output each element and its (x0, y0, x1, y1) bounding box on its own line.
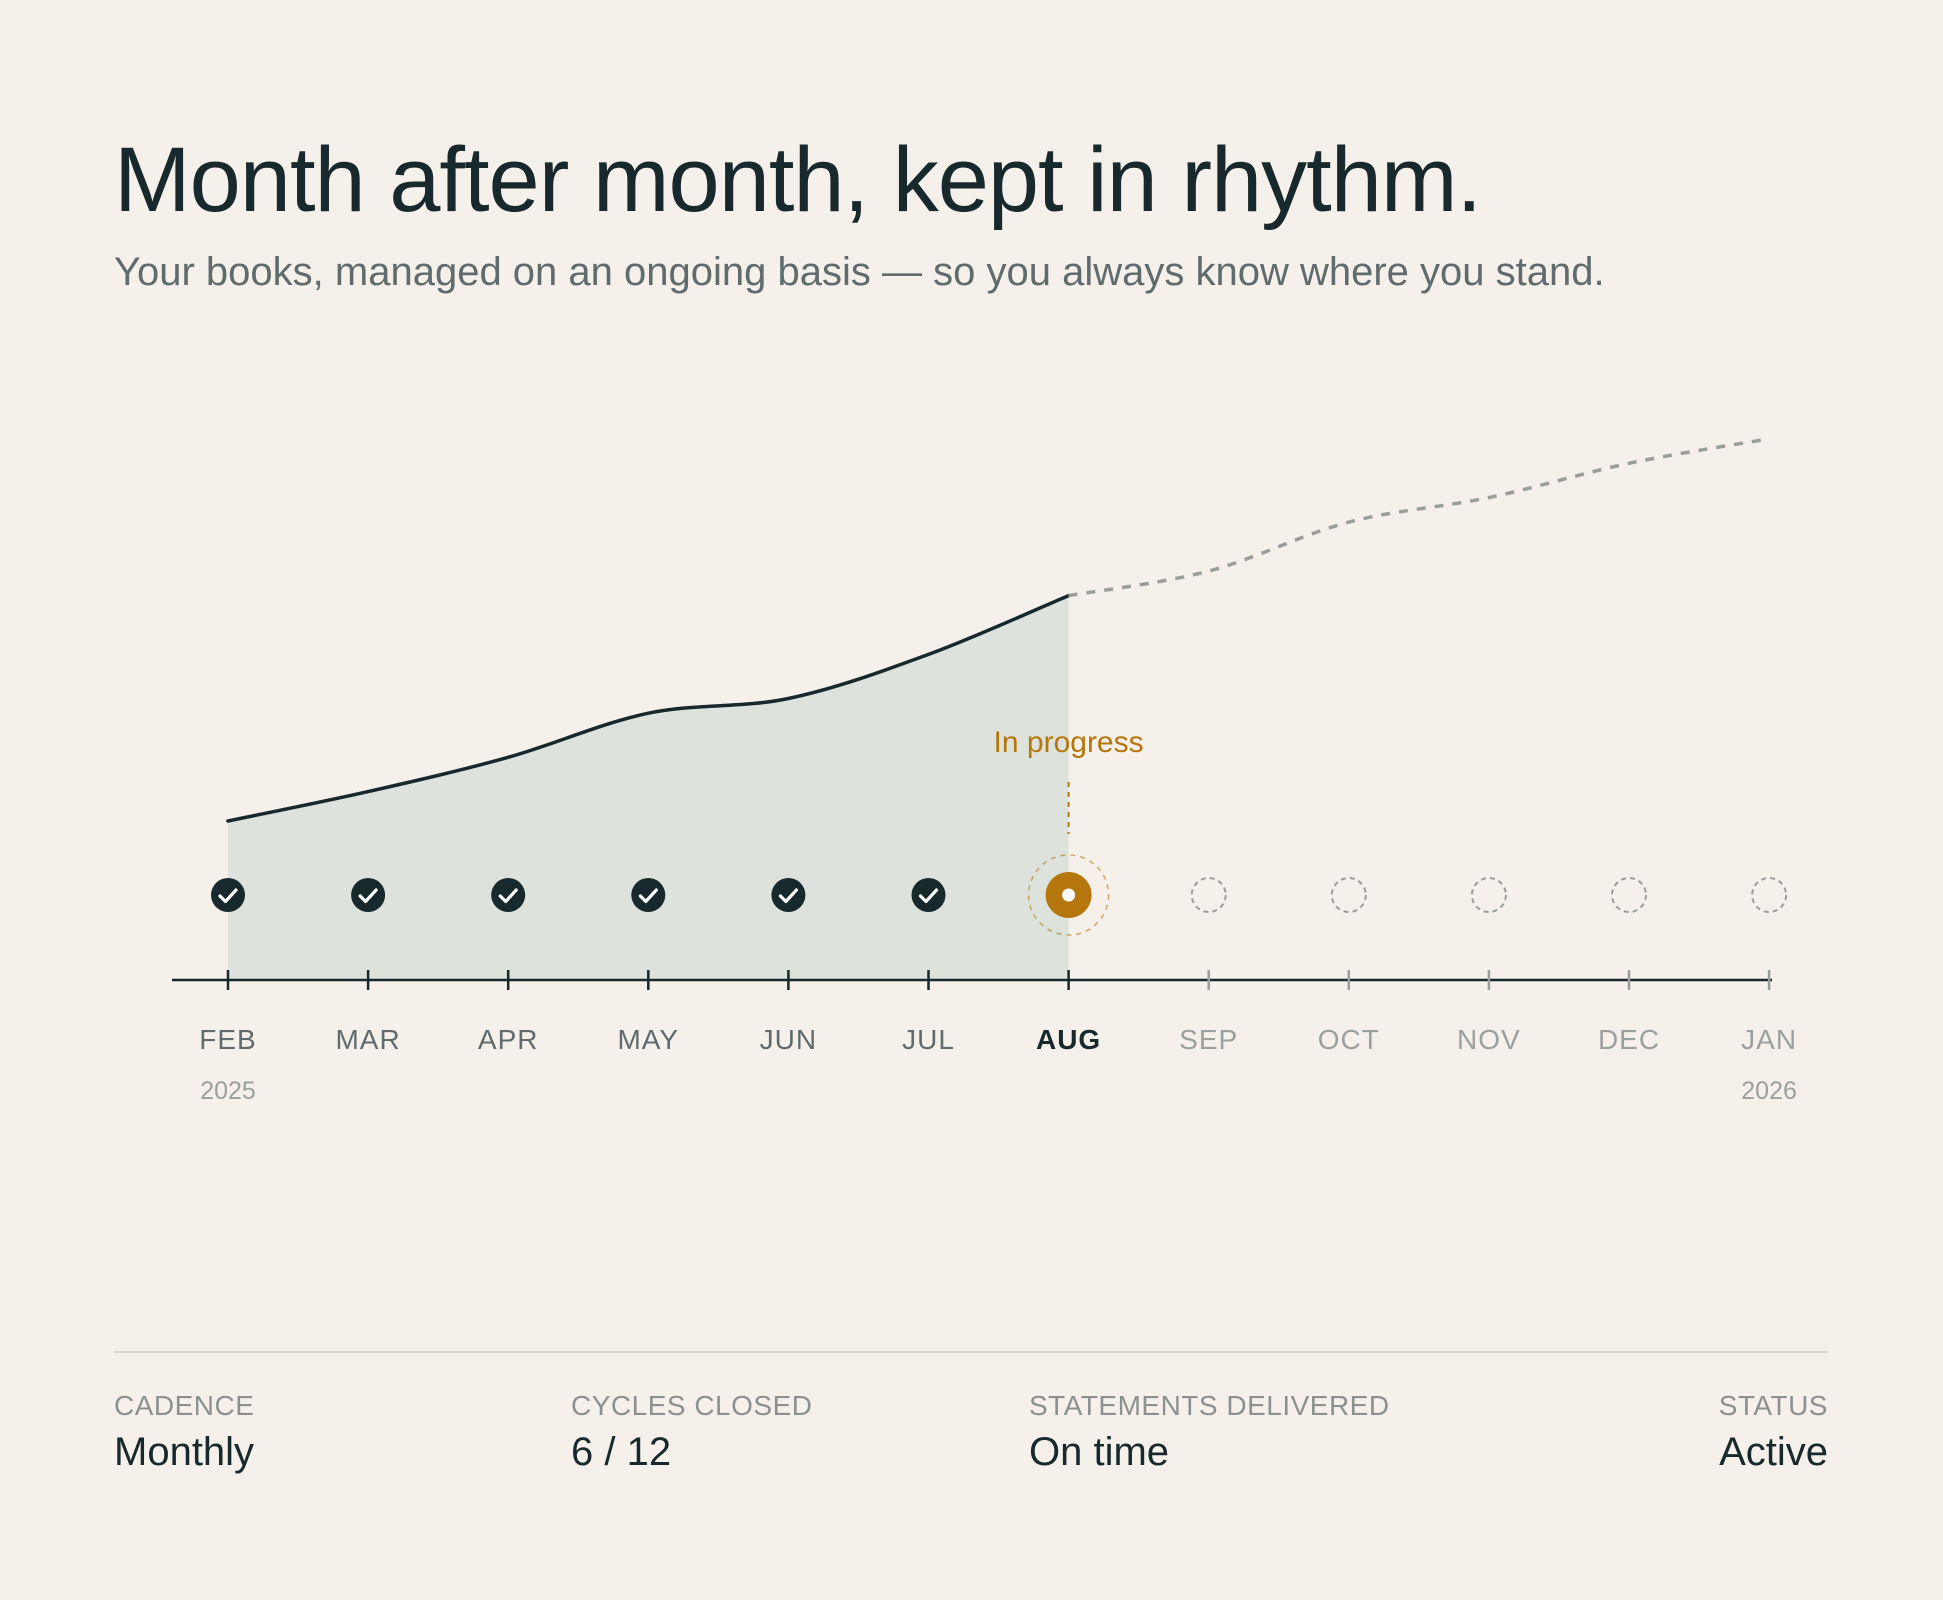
month-label-aug: AUG (1036, 1024, 1101, 1055)
stat-cycles-closed-label: CYCLES CLOSED (571, 1390, 813, 1421)
check-circle-icon (911, 878, 946, 912)
checkmark-icon (638, 888, 658, 904)
month-label-jul: JUL (902, 1024, 955, 1055)
check-circle-icon (771, 878, 806, 912)
checkmark-icon (498, 888, 518, 904)
stat-status: STATUS Active (1719, 1390, 1828, 1475)
actual-line (226, 593, 1071, 823)
check-circle-icon (491, 878, 526, 912)
month-label-oct: OCT (1318, 1024, 1380, 1055)
checkmark-icon (778, 888, 798, 904)
dashed-circle-icon (1470, 877, 1507, 913)
check-circle-icon (211, 878, 245, 912)
checkmark-icon (358, 888, 378, 904)
stats-divider (114, 1351, 1828, 1353)
page-subtitle: Your books, managed on an ongoing basis … (114, 250, 1605, 294)
stat-statements-delivered-value: On time (1029, 1430, 1170, 1474)
year-label-start: 2025 (200, 1077, 256, 1105)
check-circle-icon (631, 878, 666, 912)
checkmark-icon (218, 888, 238, 904)
page-title: Month after month, kept in rhythm. (114, 129, 1482, 231)
monthly-progress-chart: In progress FEB MAR APR MAY JUN JUL AUG SEP OCT NO… (172, 437, 1797, 1105)
month-label-mar: MAR (335, 1024, 400, 1055)
actual-area (228, 595, 1069, 980)
month-label-jun: JUN (760, 1024, 817, 1055)
stat-cadence: CADENCE Monthly (114, 1390, 254, 1475)
month-label-jan: JAN (1741, 1024, 1797, 1055)
in-progress-label: In progress (994, 726, 1144, 759)
month-label-feb: FEB (199, 1024, 256, 1055)
check-circle-icon (351, 878, 386, 912)
in-progress-dot-center (1062, 888, 1076, 902)
stat-status-label: STATUS (1718, 1390, 1828, 1421)
month-label-apr: APR (478, 1024, 539, 1055)
projected-line (1068, 437, 1770, 598)
checkmark-icon (918, 888, 939, 904)
in-progress-halo (1027, 854, 1110, 936)
month-label-sep: SEP (1179, 1024, 1238, 1055)
dashed-circle-icon (1751, 877, 1788, 913)
stat-cycles-closed: CYCLES CLOSED 6 / 12 (571, 1390, 812, 1475)
stat-statements-delivered-label: STATEMENTS DELIVERED (1029, 1390, 1390, 1421)
dashed-circle-icon (1190, 877, 1227, 913)
month-label-nov: NOV (1457, 1024, 1521, 1055)
month-label-may: MAY (617, 1024, 679, 1055)
dashed-circle-icon (1611, 877, 1647, 913)
stat-cadence-label: CADENCE (114, 1390, 255, 1421)
year-label-end: 2026 (1741, 1077, 1797, 1105)
dashed-circle-icon (1330, 877, 1367, 913)
month-label-dec: DEC (1598, 1024, 1660, 1055)
stat-statements-delivered: STATEMENTS DELIVERED On time (1029, 1390, 1390, 1475)
stat-cycles-closed-value: 6 / 12 (571, 1430, 672, 1474)
stat-cadence-value: Monthly (114, 1430, 255, 1474)
stat-status-value: Active (1719, 1430, 1828, 1474)
